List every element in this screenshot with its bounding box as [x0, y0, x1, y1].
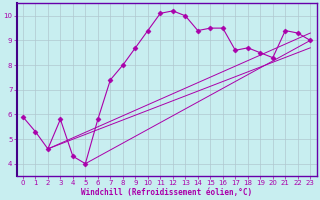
X-axis label: Windchill (Refroidissement éolien,°C): Windchill (Refroidissement éolien,°C) — [81, 188, 252, 197]
